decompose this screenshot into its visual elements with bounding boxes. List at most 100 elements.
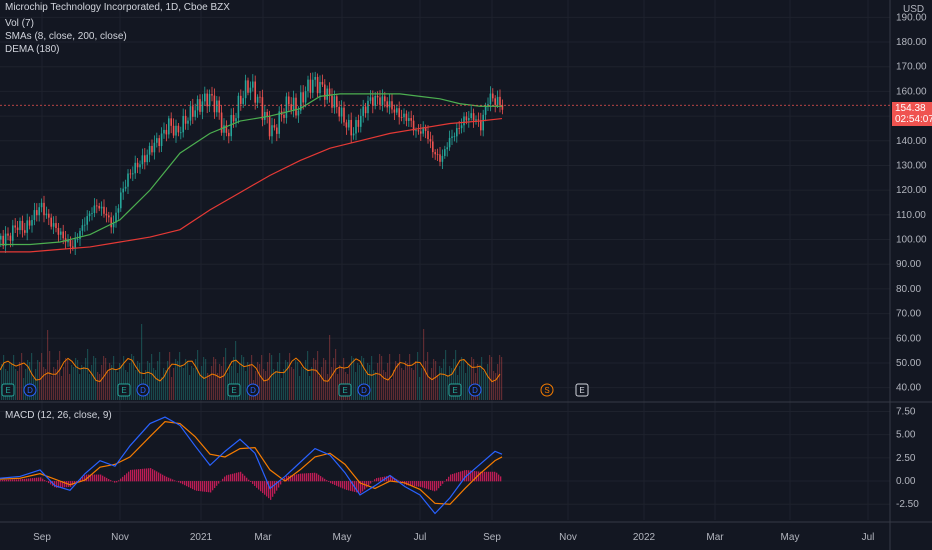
candle-body — [496, 96, 499, 105]
volume-bar — [393, 370, 395, 400]
macd-tick-label: 7.50 — [896, 406, 916, 417]
candle-body — [316, 76, 319, 94]
macd-hist-bar — [172, 479, 174, 482]
macd-hist-bar — [400, 481, 402, 482]
volume-bar — [473, 359, 475, 400]
macd-legend: MACD (12, 26, close, 9) — [5, 410, 112, 421]
volume-bar — [419, 377, 421, 400]
macd-hist-bar — [40, 477, 42, 482]
candle-body — [396, 108, 398, 113]
dividend-marker — [246, 383, 260, 397]
macd-hist-bar — [492, 471, 494, 482]
time-tick-label: Jul — [862, 532, 875, 543]
volume-bar — [279, 353, 281, 400]
candle-body — [297, 110, 300, 116]
macd-hist-bar — [118, 480, 120, 482]
macd-hist-bar — [206, 481, 208, 492]
volume-bar — [409, 354, 411, 400]
macd-hist-bar — [114, 481, 116, 483]
earnings-marker — [117, 383, 131, 397]
candle-body — [100, 206, 103, 209]
candle-body — [12, 225, 14, 241]
candle-body — [304, 91, 307, 103]
volume-bar — [129, 363, 131, 400]
macd-hist-bar — [446, 479, 448, 482]
macd-hist-bar — [368, 481, 370, 486]
volume-bar — [357, 363, 359, 400]
macd-hist-bar — [284, 477, 286, 482]
candle-body — [314, 76, 316, 80]
macd-hist-bar — [428, 481, 430, 490]
volume-bar — [197, 350, 199, 400]
candle-body — [81, 225, 84, 231]
macd-hist-bar — [56, 481, 58, 488]
candle-body — [254, 81, 256, 103]
macd-hist-bar — [310, 473, 312, 482]
volume-bar — [375, 372, 377, 400]
volume-bar — [471, 357, 473, 400]
volume-bar — [167, 361, 169, 400]
volume-bar — [313, 358, 315, 400]
macd-hist-bar — [460, 471, 462, 482]
volume-bar — [113, 356, 115, 400]
volume-bar — [157, 361, 159, 400]
volume-bar — [141, 324, 143, 400]
volume-bar — [209, 375, 211, 400]
candle-body — [273, 125, 276, 128]
macd-hist-bar — [316, 473, 318, 482]
macd-hist-bar — [14, 479, 16, 482]
candle-body — [120, 192, 122, 209]
macd-hist-bar — [334, 481, 336, 485]
macd-hist-bar — [448, 476, 450, 482]
volume-bar — [101, 365, 103, 400]
volume-bar — [333, 358, 335, 400]
time-tick-label: Nov — [559, 532, 577, 543]
volume-bar — [231, 366, 233, 400]
candle-body — [103, 206, 105, 214]
candle-body — [136, 162, 139, 168]
volume-bar — [213, 357, 215, 400]
macd-hist-bar — [6, 479, 8, 482]
candle-body — [410, 118, 412, 121]
volume-bar — [169, 352, 171, 400]
macd-hist-bar — [134, 469, 136, 482]
macd-hist-bar — [168, 477, 170, 482]
volume-bar — [355, 372, 357, 400]
candle-body — [321, 81, 324, 85]
macd-hist-bar — [342, 481, 344, 489]
macd-hist-bar — [418, 481, 420, 487]
macd-hist-bar — [270, 481, 272, 500]
volume-bar — [71, 365, 73, 400]
macd-hist-bar — [426, 481, 428, 489]
macd-hist-bar — [370, 481, 372, 484]
candle-body — [266, 111, 268, 117]
volume-bar — [57, 360, 59, 400]
candle-body — [14, 225, 16, 228]
candle-body — [105, 213, 108, 216]
candle-body — [189, 106, 192, 121]
candle-body — [403, 113, 405, 118]
macd-hist-bar — [32, 478, 34, 482]
candle-body — [336, 96, 338, 107]
candle-body — [379, 97, 381, 105]
volume-bar — [63, 367, 65, 400]
macd-hist-bar — [236, 472, 238, 482]
earnings-marker — [448, 383, 462, 397]
volume-bar — [87, 349, 89, 400]
macd-hist-bar — [496, 472, 498, 482]
volume-bar — [499, 355, 501, 400]
candle-body — [376, 95, 379, 98]
macd-hist-bar — [280, 481, 282, 485]
volume-bar — [465, 373, 467, 400]
volume-bar — [319, 376, 321, 400]
macd-hist-bar — [262, 481, 264, 493]
macd-hist-bar — [226, 475, 228, 482]
volume-bar — [17, 371, 19, 400]
candle-body — [93, 205, 96, 213]
candle-body — [36, 210, 38, 216]
candle-body — [153, 142, 156, 153]
candle-body — [180, 132, 182, 134]
candle-body — [235, 118, 237, 122]
event-marker-label: D — [27, 386, 33, 395]
